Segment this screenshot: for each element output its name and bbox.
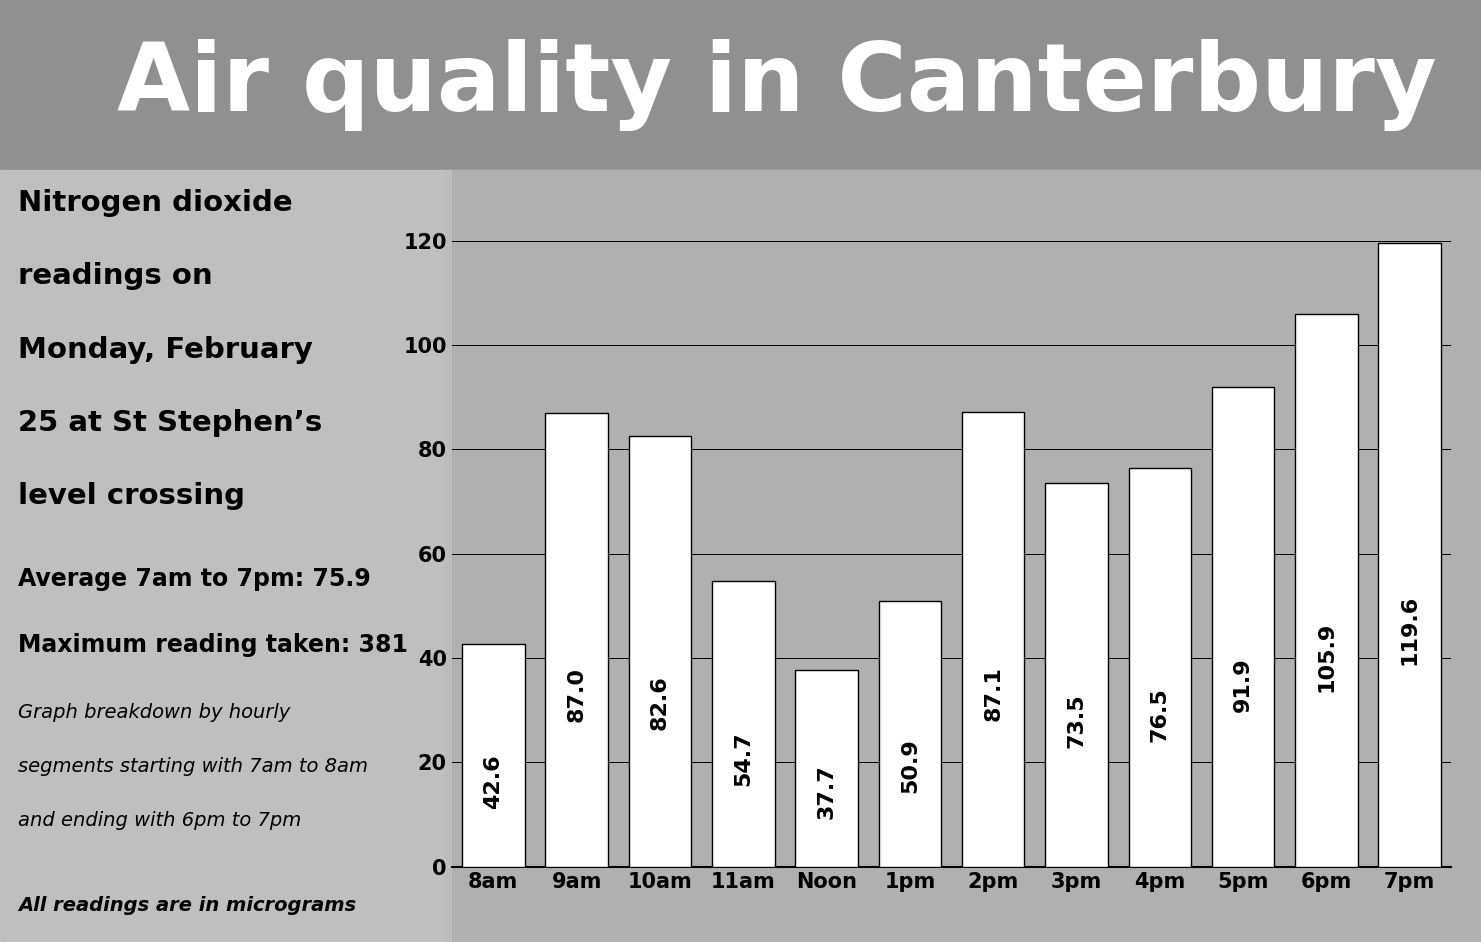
Bar: [0, 0, 1481, 170]
Bar: [878, 601, 940, 867]
Bar: [1296, 314, 1358, 867]
Text: 25 at St Stephen’s: 25 at St Stephen’s: [18, 409, 323, 437]
Bar: [444, 170, 1481, 942]
Bar: [462, 644, 524, 867]
Bar: [545, 413, 607, 867]
Text: 105.9: 105.9: [1317, 622, 1336, 691]
Text: Monday, February: Monday, February: [18, 335, 312, 364]
Text: 91.9: 91.9: [1234, 658, 1253, 712]
Bar: [1129, 467, 1191, 867]
Text: Maximum reading taken: 381: Maximum reading taken: 381: [18, 633, 407, 657]
Bar: [963, 413, 1025, 867]
Text: readings on: readings on: [18, 262, 213, 290]
Bar: [1379, 243, 1441, 867]
Text: level crossing: level crossing: [18, 482, 244, 511]
Text: Graph breakdown by hourly: Graph breakdown by hourly: [18, 703, 290, 722]
Text: 119.6: 119.6: [1400, 594, 1420, 665]
Bar: [0, 170, 1481, 942]
Text: 73.5: 73.5: [1066, 693, 1087, 748]
Text: 54.7: 54.7: [733, 731, 754, 786]
Text: 50.9: 50.9: [900, 739, 920, 793]
Text: All readings are in micrograms: All readings are in micrograms: [18, 896, 357, 915]
Text: 76.5: 76.5: [1149, 688, 1170, 742]
Text: Nitrogen dioxide: Nitrogen dioxide: [18, 189, 293, 217]
Text: segments starting with 7am to 8am: segments starting with 7am to 8am: [18, 756, 369, 775]
Bar: [795, 670, 857, 867]
Text: 87.1: 87.1: [983, 667, 1003, 722]
Text: 87.0: 87.0: [567, 667, 586, 722]
Text: and ending with 6pm to 7pm: and ending with 6pm to 7pm: [18, 811, 301, 830]
Bar: [712, 581, 775, 867]
Text: Air quality in Canterbury: Air quality in Canterbury: [117, 39, 1437, 131]
Text: 42.6: 42.6: [483, 755, 504, 809]
Bar: [1046, 483, 1108, 867]
Text: Average 7am to 7pm: 75.9: Average 7am to 7pm: 75.9: [18, 567, 370, 592]
Bar: [1211, 387, 1274, 867]
Text: 82.6: 82.6: [650, 675, 669, 730]
Text: 37.7: 37.7: [816, 765, 837, 820]
Bar: [629, 436, 692, 867]
